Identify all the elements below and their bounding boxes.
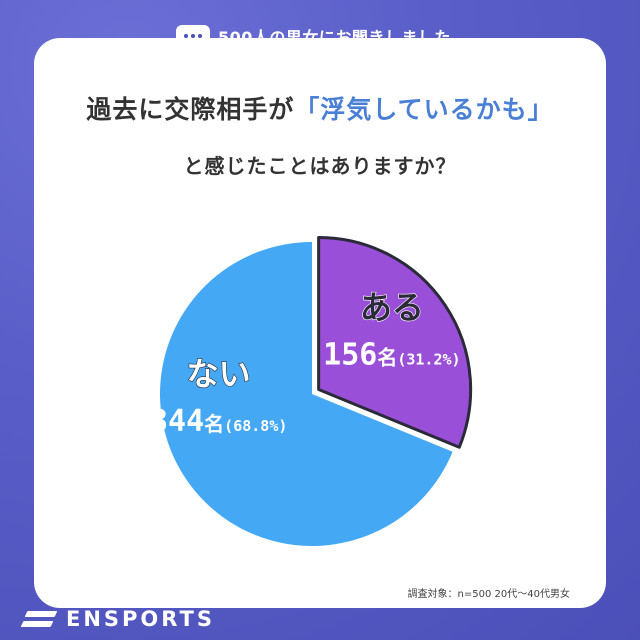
slice-value: 344名(68.8%) — [150, 404, 287, 439]
footnote: 調査対象：n=500 20代〜40代男女 — [407, 589, 570, 600]
pie-chart: ある 156名(31.2%) ない 344名(68.8%) — [150, 236, 473, 546]
slice-value: 156名(31.2%) — [323, 337, 460, 372]
pie-slice-no — [160, 242, 453, 546]
slice-label: ある — [360, 288, 424, 326]
pie-slice-yes — [317, 236, 473, 449]
slice-label: ない — [187, 355, 251, 393]
brand-name: ENSPORTS — [66, 607, 215, 631]
question-highlight: 「浮気しているかも」 — [294, 95, 554, 124]
brand-logo-icon — [20, 610, 58, 628]
question-line-2: と感じたことはありますか？ — [183, 154, 457, 178]
brand-logo: ENSPORTS — [20, 606, 215, 632]
survey-card: 過去に交際相手が「浮気しているかも」 と感じたことはありますか？ ある 156名(… — [34, 38, 606, 608]
question-prefix: 過去に交際相手が — [86, 95, 295, 124]
question-line-1: 過去に交際相手が「浮気しているかも」 — [34, 90, 606, 126]
